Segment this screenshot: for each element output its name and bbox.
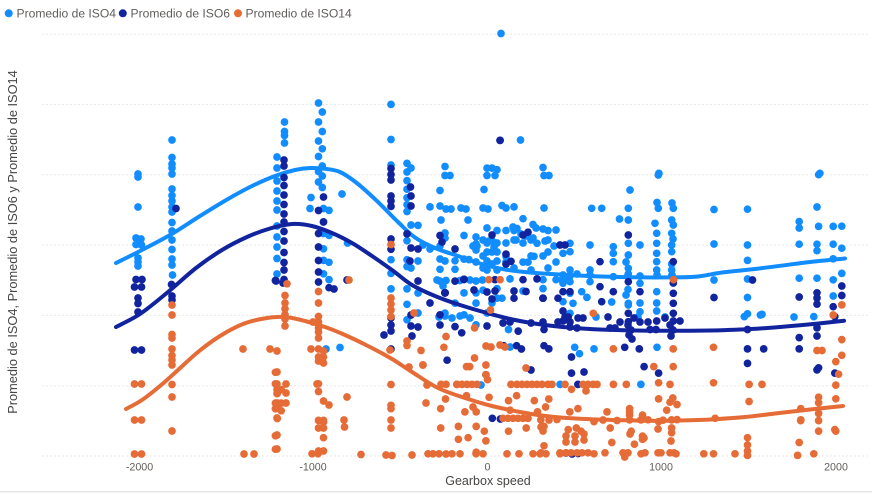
svg-text:1000: 1000 xyxy=(649,462,673,474)
svg-text:Gearbox speed: Gearbox speed xyxy=(445,474,531,488)
svg-text:Promedio de ISO14: Promedio de ISO14 xyxy=(246,7,352,21)
svg-text:-2000: -2000 xyxy=(126,462,153,474)
svg-text:2000: 2000 xyxy=(824,462,848,474)
svg-text:Promedio de ISO6: Promedio de ISO6 xyxy=(131,7,231,21)
svg-text:0: 0 xyxy=(485,462,491,474)
svg-text:Promedio de ISO4: Promedio de ISO4 xyxy=(17,7,117,21)
svg-text:Promedio de ISO4, Promedio de: Promedio de ISO4, Promedio de ISO6 y Pro… xyxy=(5,70,20,414)
svg-text:-1000: -1000 xyxy=(299,462,326,474)
